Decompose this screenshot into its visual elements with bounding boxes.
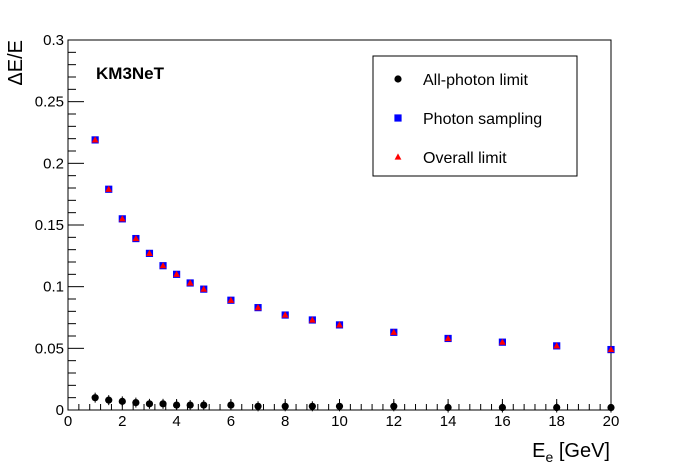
data-point bbox=[118, 215, 126, 222]
legend-items: All-photon limit Photon sampling Overall l… bbox=[394, 72, 542, 167]
legend-marker-square bbox=[394, 114, 402, 122]
y-tick-label: 0.25 bbox=[35, 94, 64, 111]
data-point bbox=[91, 136, 99, 143]
x-tick-label: 14 bbox=[440, 413, 457, 430]
x-axis-title-main: E bbox=[532, 440, 545, 462]
data-point bbox=[159, 400, 167, 408]
x-tick-label: 4 bbox=[172, 413, 180, 430]
data-point bbox=[118, 397, 126, 405]
x-tick-label: 12 bbox=[385, 413, 402, 430]
data-point bbox=[553, 403, 561, 412]
data-point bbox=[444, 334, 452, 342]
data-point bbox=[91, 394, 99, 402]
data-point bbox=[105, 185, 113, 192]
data-point bbox=[499, 338, 506, 345]
y-tick-label: 0.15 bbox=[35, 217, 64, 234]
data-point bbox=[336, 321, 343, 328]
series-triangle bbox=[91, 136, 615, 353]
data-point bbox=[553, 342, 561, 349]
y-tick-label: 0.1 bbox=[43, 279, 64, 296]
x-tick-label: 6 bbox=[227, 413, 235, 430]
data-point bbox=[607, 345, 615, 353]
y-tick-label: 0.3 bbox=[43, 32, 64, 49]
data-point bbox=[227, 296, 235, 303]
annotation-label: KM3NeT bbox=[96, 64, 165, 83]
y-tick-label: 0.2 bbox=[43, 155, 64, 172]
data-point bbox=[200, 401, 208, 409]
data-point bbox=[308, 402, 316, 410]
data-point bbox=[390, 402, 398, 410]
legend: All-photon limit Photon sampling Overall l… bbox=[372, 55, 578, 177]
legend-box bbox=[372, 55, 578, 177]
x-tick-label: 18 bbox=[548, 413, 565, 430]
y-tick-label: 0.05 bbox=[35, 340, 64, 357]
data-point bbox=[186, 279, 194, 286]
data-point bbox=[281, 311, 289, 318]
legend-label: Overall limit bbox=[423, 150, 507, 167]
y-axis-title: ΔE/E bbox=[5, 40, 27, 86]
x-tick-label: 20 bbox=[603, 413, 620, 430]
data-point bbox=[254, 304, 262, 311]
data-point bbox=[186, 401, 194, 409]
legend-label: Photon sampling bbox=[423, 111, 542, 128]
data-point bbox=[308, 316, 316, 323]
legend-marker-circle bbox=[394, 75, 402, 83]
legend-marker-triangle bbox=[394, 153, 402, 160]
data-point bbox=[498, 403, 506, 412]
data-point bbox=[159, 262, 167, 269]
legend-label: All-photon limit bbox=[423, 72, 528, 89]
y-tick-label: 0 bbox=[56, 402, 64, 419]
data-point bbox=[132, 399, 140, 407]
x-axis-title: Ee [GeV] bbox=[532, 440, 610, 465]
data-series bbox=[91, 136, 615, 413]
series-circle bbox=[91, 392, 615, 413]
data-point bbox=[173, 401, 181, 409]
data-point bbox=[607, 403, 615, 412]
data-point bbox=[105, 396, 113, 404]
x-tick-label: 8 bbox=[281, 413, 289, 430]
data-point bbox=[444, 403, 452, 412]
tick-labels: 0 2 4 6 8 10 12 14 16 18 20 0 0.05 0.1 0.15 0.2 0.25 0.3 bbox=[35, 32, 620, 430]
data-point bbox=[390, 328, 398, 335]
data-point bbox=[200, 285, 208, 292]
data-point bbox=[227, 401, 235, 409]
data-point bbox=[335, 402, 344, 410]
data-point bbox=[173, 270, 180, 277]
x-tick-label: 0 bbox=[64, 413, 72, 430]
data-point bbox=[146, 249, 153, 256]
x-tick-label: 16 bbox=[494, 413, 511, 430]
data-point bbox=[145, 400, 154, 408]
data-point bbox=[254, 402, 262, 410]
x-tick-label: 2 bbox=[118, 413, 126, 430]
x-axis-title-subscript: e bbox=[546, 449, 554, 465]
x-axis-title-unit: [GeV] bbox=[553, 440, 610, 462]
x-tick-label: 10 bbox=[331, 413, 348, 430]
data-point bbox=[132, 234, 140, 242]
data-point bbox=[281, 402, 289, 410]
